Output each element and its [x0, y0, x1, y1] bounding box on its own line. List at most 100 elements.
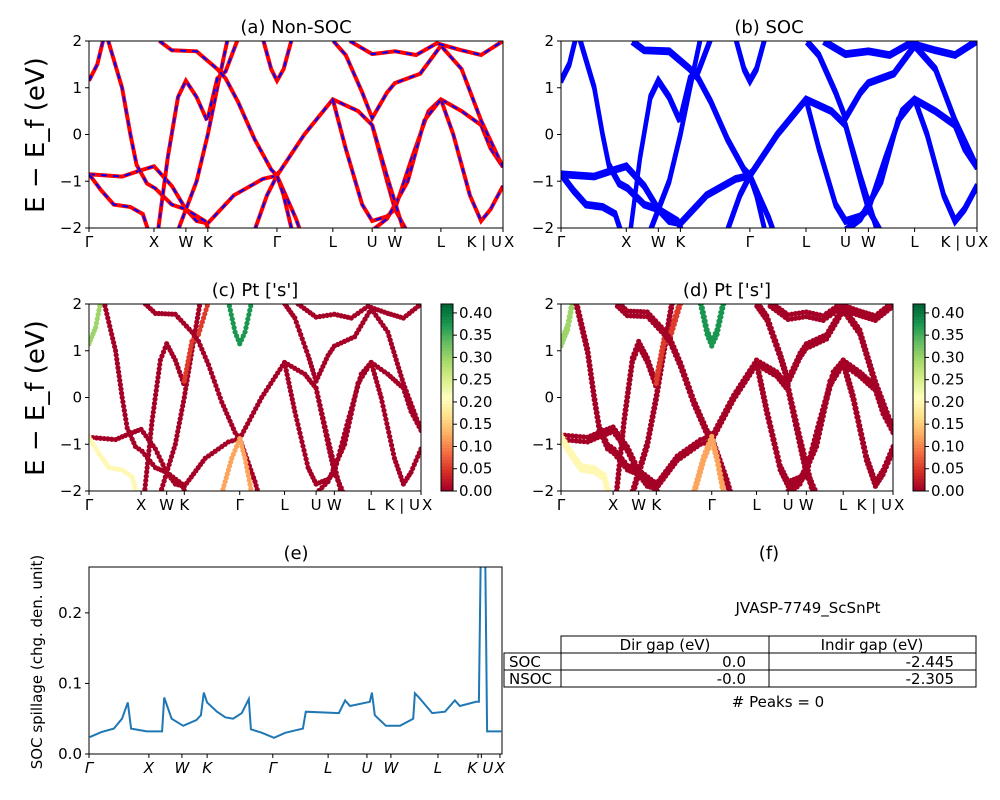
colorbar-segment — [913, 434, 925, 439]
projection-point — [411, 461, 417, 468]
projection-point — [200, 315, 207, 321]
projection-point — [394, 361, 401, 367]
projection-point — [580, 325, 586, 331]
projection-point — [884, 409, 890, 415]
projection-point — [296, 426, 302, 432]
projection-point — [386, 429, 392, 435]
band-line-nonsoc — [89, 172, 150, 228]
table-header-indir: Indir gap (eV) — [821, 636, 924, 654]
projection-point — [654, 388, 660, 394]
colorbar-segment — [441, 453, 453, 458]
projection-point — [714, 327, 720, 333]
panel-e-title: (e) — [283, 543, 308, 564]
projection-point — [627, 372, 633, 378]
band-line-nonsoc — [348, 41, 503, 58]
projection-point — [709, 433, 715, 439]
projection-point — [184, 362, 190, 368]
x-tick-label: K | U — [385, 496, 420, 514]
projection-point — [573, 433, 579, 439]
y-tick-label: 0 — [72, 126, 82, 144]
projection-point — [639, 455, 645, 461]
projection-point — [757, 373, 763, 380]
y-tick-label: −1 — [532, 172, 554, 190]
projection-point — [700, 309, 706, 315]
projection-point — [791, 408, 797, 415]
y-tick-label: 0.0 — [58, 745, 82, 763]
projection-point — [302, 452, 308, 458]
projection-point — [671, 344, 677, 350]
colorbar-segment — [913, 338, 925, 342]
projection-point — [631, 351, 637, 357]
projection-point — [799, 442, 805, 449]
projection-point — [247, 481, 253, 488]
band-line-soc — [822, 41, 977, 60]
panel-b-title: (b) SOC — [734, 17, 803, 38]
projection-point — [880, 467, 886, 473]
projection-point — [718, 309, 724, 315]
colorbar-segment — [913, 322, 925, 327]
colorbar-tick-label: 0.15 — [459, 415, 492, 433]
colorbar-segment — [441, 441, 453, 445]
ylabel-spillage: SOC spillage (chg. den. unit) — [28, 555, 46, 770]
y-tick-label: −1 — [532, 435, 554, 453]
projection-point — [653, 376, 659, 382]
projection-point — [775, 454, 781, 460]
x-tick-label: U — [783, 496, 794, 514]
colorbar-tick-label: 0.05 — [931, 460, 964, 478]
projection-point — [770, 432, 776, 438]
colorbar-segment — [441, 391, 453, 395]
projection-point — [229, 316, 235, 322]
projection-point — [197, 342, 203, 348]
x-tick-label: W — [651, 233, 666, 251]
colorbar-segment — [441, 484, 453, 489]
projection-point — [665, 321, 671, 327]
projection-point — [111, 344, 118, 350]
projection-point — [344, 428, 351, 434]
colorbar-segment — [441, 397, 453, 402]
projection-point — [859, 431, 865, 437]
projection-point — [288, 392, 295, 398]
colorbar-segment — [441, 341, 453, 346]
projection-point — [632, 480, 638, 486]
projection-point — [342, 437, 349, 443]
band-line-soc — [734, 41, 766, 84]
projection-point — [115, 365, 121, 371]
projection-point — [396, 365, 402, 371]
band-line-soc — [561, 41, 577, 80]
projection-point — [698, 461, 705, 467]
projection-point — [651, 405, 657, 411]
projection-point — [111, 339, 117, 346]
colorbar-segment — [913, 344, 925, 349]
projection-point — [688, 388, 694, 395]
colorbar-segment — [441, 481, 453, 486]
projection-point — [671, 317, 677, 323]
projection-point — [196, 304, 203, 309]
projection-point — [650, 409, 656, 415]
projection-point — [658, 352, 664, 358]
projection-point — [145, 452, 152, 458]
projection-point — [701, 314, 707, 320]
projection-point — [616, 304, 619, 305]
colorbar-segment — [913, 450, 925, 455]
projection-point — [154, 450, 160, 456]
projection-point — [640, 451, 647, 457]
projection-point — [765, 410, 771, 417]
projection-point — [634, 472, 640, 478]
y-tick-label: 1 — [72, 79, 82, 97]
projection-point — [334, 474, 340, 480]
projection-point — [632, 346, 639, 353]
projection-point — [796, 430, 802, 436]
projection-point — [706, 331, 712, 337]
projection-point — [211, 378, 218, 384]
projection-point — [118, 386, 124, 392]
colorbar-segment — [913, 388, 925, 392]
projection-point — [187, 346, 193, 352]
projection-point — [301, 340, 307, 346]
projection-point — [198, 323, 204, 329]
row-label-soc: SOC — [509, 653, 541, 671]
projection-point — [148, 426, 154, 432]
projection-point — [166, 462, 172, 468]
colorbar-segment — [441, 385, 453, 389]
